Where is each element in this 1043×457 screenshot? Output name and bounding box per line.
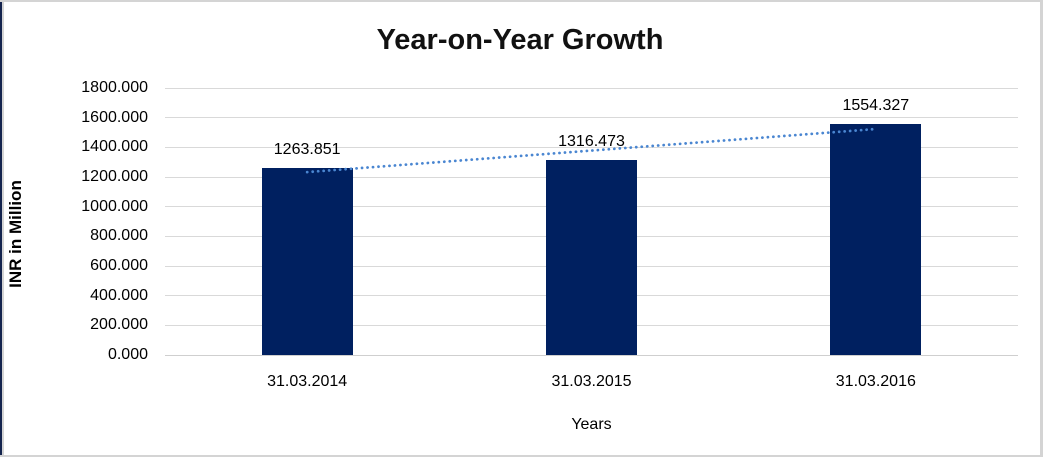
bar-value-label: 1316.473 xyxy=(558,132,625,150)
x-tick-label: 31.03.2016 xyxy=(835,373,916,390)
x-axis-title: Years xyxy=(571,416,612,433)
left-border-line xyxy=(2,2,4,455)
gridline xyxy=(165,117,1018,119)
bar-value-label: 1263.851 xyxy=(273,140,341,158)
y-tick-label: 800.000 xyxy=(90,227,148,245)
y-tick-label: 0.000 xyxy=(107,346,148,363)
x-tick-label: 31.03.2015 xyxy=(551,373,632,390)
bar-31.03.2016 xyxy=(830,124,922,355)
y-tick-label: 1800.000 xyxy=(81,79,148,96)
x-tick-label: 31.03.2014 xyxy=(267,373,348,390)
bar-value-label: 1554.327 xyxy=(842,97,910,115)
y-tick-label: 1000.000 xyxy=(81,197,148,215)
bar-31.03.2015 xyxy=(546,159,637,355)
y-tick-label: 1200.000 xyxy=(81,168,148,185)
x-axis-line xyxy=(165,354,1018,356)
gridline xyxy=(165,87,1018,89)
y-tick-label: 1600.000 xyxy=(81,108,148,126)
y-tick-label: 200.000 xyxy=(90,316,148,334)
y-tick-label: 600.000 xyxy=(90,257,148,274)
left-accent-edge xyxy=(0,2,2,455)
y-tick-label: 1400.000 xyxy=(81,138,148,156)
chart-title: Year-on-Year Growth xyxy=(376,24,664,56)
bar-31.03.2014 xyxy=(261,167,353,355)
y-tick-label: 400.000 xyxy=(90,286,148,304)
